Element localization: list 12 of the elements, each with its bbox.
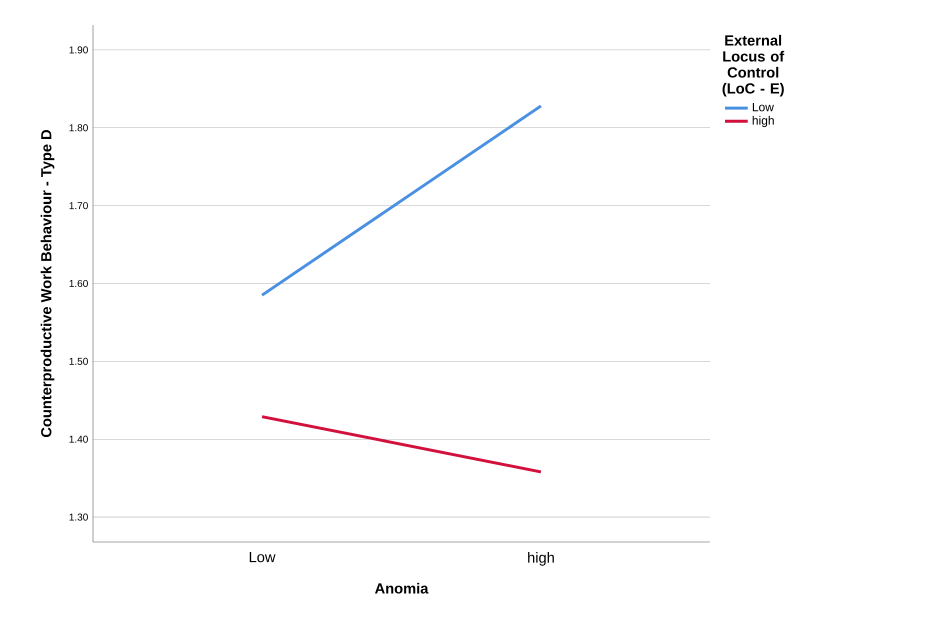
y-tick-label: 1.90	[70, 46, 88, 54]
y-tick-label: 1.70	[70, 202, 88, 210]
legend-label: high	[752, 116, 774, 128]
y-tick-label: 1.30	[70, 514, 88, 521]
x-axis-title: Anomia	[374, 582, 428, 594]
y-tick-label: 1.50	[70, 358, 88, 365]
y-tick-label: 1.60	[70, 280, 88, 288]
y-tick-label: 1.80	[70, 124, 88, 132]
y-tick-label: 1.40	[70, 436, 88, 443]
y-axis-title: Counterproductive Work Behaviour - Type D	[40, 130, 54, 438]
legend-title: External Locus of Control (LoC - E)	[722, 34, 784, 97]
legend-label: Low	[752, 102, 774, 112]
